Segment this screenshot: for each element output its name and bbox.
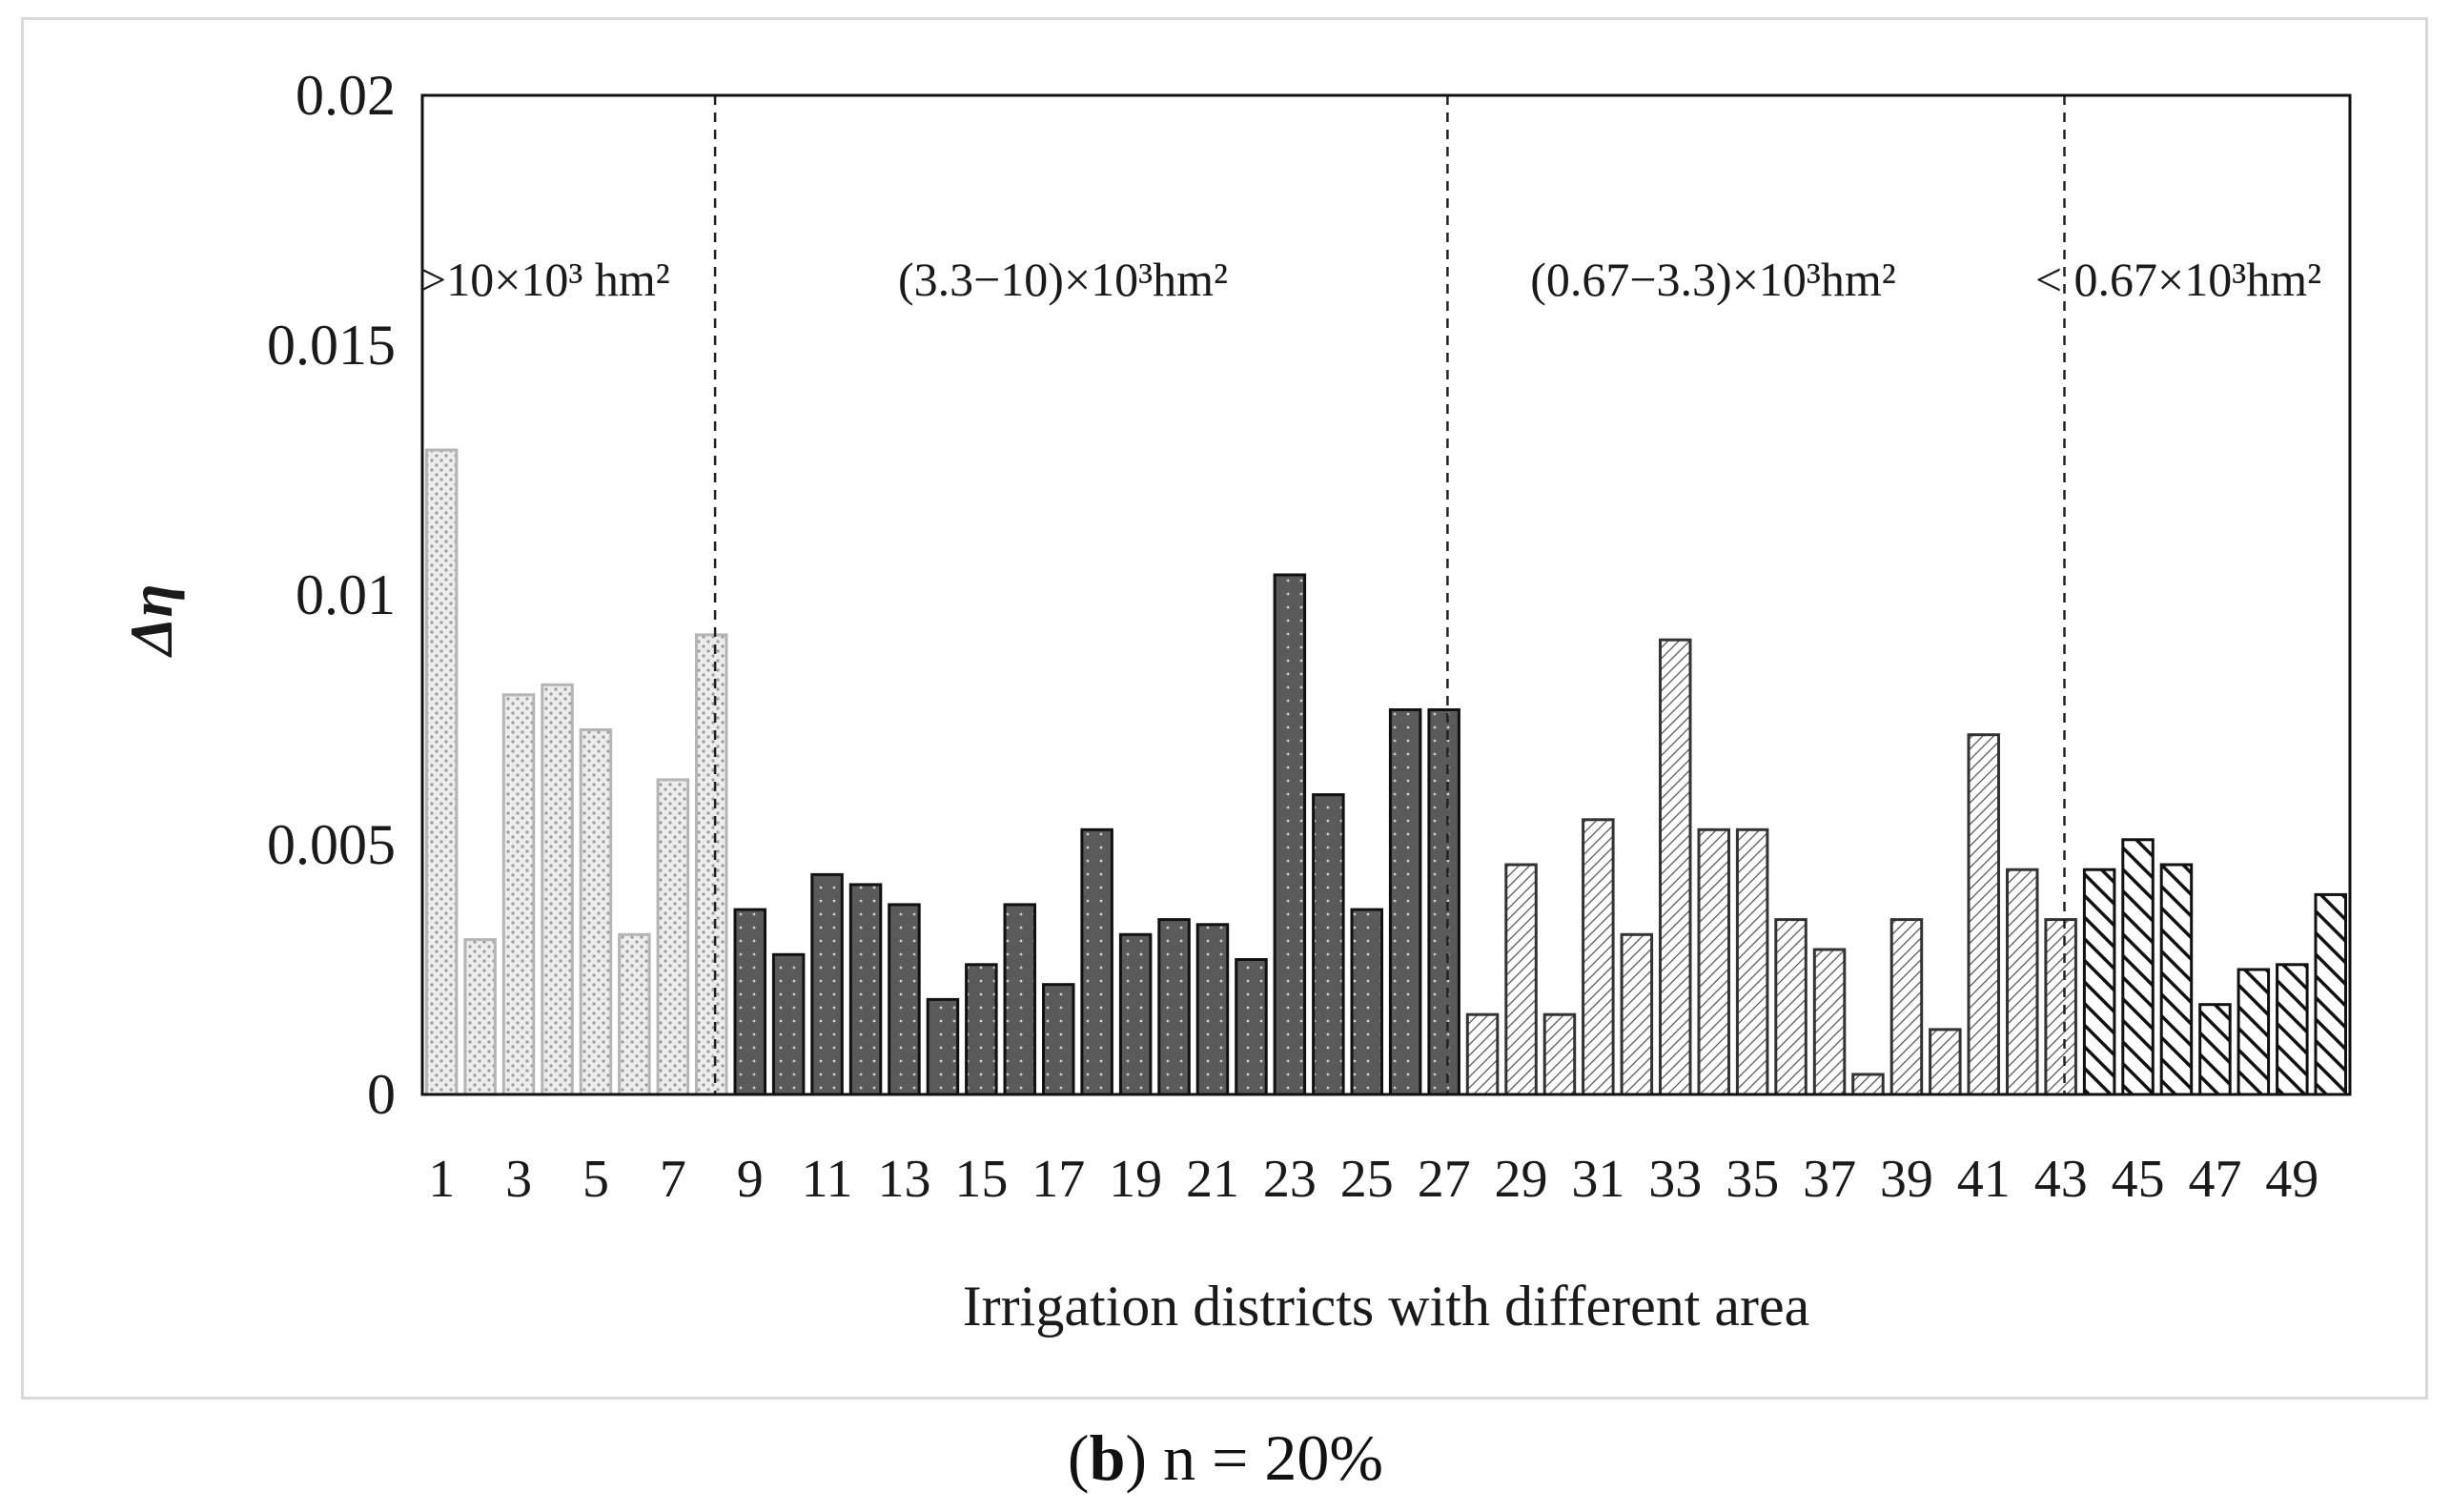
bar-district-45 — [2121, 838, 2155, 1096]
bar-district-46 — [2159, 863, 2194, 1096]
x-axis-label: Irrigation districts with different area — [963, 1275, 1810, 1338]
bar-district-38 — [1851, 1073, 1885, 1096]
bar-district-1 — [424, 448, 459, 1096]
x-tick-label: 1 — [428, 1150, 455, 1209]
bar-district-5 — [579, 728, 613, 1096]
bar-district-18 — [1080, 828, 1113, 1096]
x-tick-label: 9 — [737, 1150, 764, 1209]
bar-district-49 — [2276, 963, 2309, 1096]
x-tick-label: 33 — [1648, 1150, 1702, 1209]
bar-district-6 — [618, 932, 651, 1096]
x-axis: 1 3 5 7 9 11 13 15 17 19 21 23 25 27 29 31 33 35 37 39 41 43 4… — [428, 1150, 2318, 1209]
bar-district-12 — [848, 883, 883, 1096]
bar-district-7 — [656, 778, 690, 1096]
x-tick-label: 15 — [954, 1150, 1008, 1209]
bar-district-10 — [771, 952, 806, 1096]
group-labels: >10×10³ hm² (3.3−10)×10³hm² (0.67−3.3)×10³… — [419, 253, 2321, 306]
group-label-1: >10×10³ hm² — [419, 253, 670, 306]
y-tick-label: 0.02 — [296, 64, 396, 127]
bar-district-27 — [1427, 708, 1460, 1096]
bar-district-22 — [1235, 958, 1268, 1096]
bar-district-8 — [695, 633, 728, 1096]
bar-district-23 — [1273, 573, 1307, 1096]
x-tick-label: 17 — [1031, 1150, 1085, 1209]
bar-district-30 — [1542, 1012, 1577, 1096]
y-tick-label: 0.01 — [296, 563, 396, 626]
x-tick-label: 45 — [2112, 1150, 2165, 1209]
x-tick-label: 39 — [1880, 1150, 1933, 1209]
bar-district-29 — [1504, 863, 1538, 1096]
x-tick-label: 37 — [1803, 1150, 1856, 1209]
group-dividers — [713, 95, 2066, 1094]
bar-district-9 — [733, 908, 766, 1096]
bar-district-36 — [1774, 918, 1808, 1096]
bar-district-26 — [1388, 708, 1422, 1096]
bar-district-37 — [1812, 948, 1847, 1096]
bar-district-14 — [926, 997, 960, 1096]
bar-district-43 — [2044, 918, 2077, 1096]
bar-district-3 — [501, 693, 536, 1096]
bar-district-28 — [1465, 1012, 1500, 1096]
y-axis-label: Δη — [117, 583, 185, 658]
bar-district-48 — [2237, 968, 2271, 1096]
x-tick-label: 27 — [1418, 1150, 1471, 1209]
y-axis: 0 0.005 0.01 0.015 0.02 — [267, 64, 396, 1126]
bar-district-41 — [1967, 733, 2000, 1096]
bar-district-4 — [541, 683, 574, 1096]
bar-district-25 — [1350, 908, 1383, 1096]
x-tick-label: 25 — [1340, 1150, 1394, 1209]
bar-district-35 — [1735, 828, 1769, 1096]
x-tick-label: 35 — [1726, 1150, 1779, 1209]
bar-district-19 — [1118, 932, 1153, 1096]
y-tick-label: 0.015 — [267, 314, 396, 377]
x-tick-label: 47 — [2189, 1150, 2242, 1209]
bar-district-42 — [2006, 868, 2039, 1096]
bar-district-15 — [965, 963, 998, 1096]
x-tick-label: 29 — [1495, 1150, 1548, 1209]
x-tick-label: 23 — [1263, 1150, 1317, 1209]
x-tick-label: 41 — [1957, 1150, 2011, 1209]
x-tick-label: 19 — [1109, 1150, 1162, 1209]
figure-caption: (b) n = 20% — [1067, 1421, 1384, 1494]
group-label-4: < 0.67×10³hm² — [2035, 253, 2321, 306]
x-tick-label: 31 — [1571, 1150, 1624, 1209]
x-tick-label: 7 — [660, 1150, 686, 1209]
bar-district-47 — [2198, 1003, 2232, 1096]
bar-district-13 — [888, 903, 921, 1096]
x-tick-label: 49 — [2265, 1150, 2318, 1209]
bar-district-50 — [2314, 892, 2347, 1096]
bar-district-21 — [1195, 923, 1230, 1096]
x-tick-label: 43 — [2034, 1150, 2088, 1209]
x-tick-label: 3 — [505, 1150, 532, 1209]
figure-frame — [21, 17, 2428, 1400]
x-tick-label: 13 — [878, 1150, 931, 1209]
bar-district-24 — [1312, 793, 1345, 1096]
group-label-2: (3.3−10)×10³hm² — [898, 253, 1228, 306]
bar-district-33 — [1659, 638, 1692, 1096]
bar-district-32 — [1620, 932, 1654, 1096]
bar-district-20 — [1157, 918, 1191, 1096]
x-tick-label: 11 — [802, 1150, 853, 1209]
bar-district-17 — [1042, 983, 1075, 1096]
y-tick-label: 0 — [367, 1063, 396, 1126]
plot-area-border — [420, 93, 2352, 1096]
caption-text: n = 20% — [1147, 1421, 1384, 1494]
bar-district-44 — [2082, 868, 2116, 1096]
bar-district-39 — [1889, 918, 1924, 1096]
bar-district-40 — [1929, 1028, 1962, 1096]
group-label-3: (0.67−3.3)×10³hm² — [1530, 253, 1896, 306]
bar-district-2 — [463, 938, 497, 1096]
bar-district-16 — [1003, 903, 1036, 1096]
bar-district-11 — [810, 872, 844, 1096]
x-tick-label: 5 — [582, 1150, 609, 1209]
y-tick-label: 0.005 — [267, 813, 396, 876]
caption-letter: b — [1089, 1421, 1126, 1494]
bar-district-31 — [1582, 818, 1615, 1096]
bar-district-34 — [1697, 828, 1730, 1096]
x-tick-label: 21 — [1186, 1150, 1239, 1209]
